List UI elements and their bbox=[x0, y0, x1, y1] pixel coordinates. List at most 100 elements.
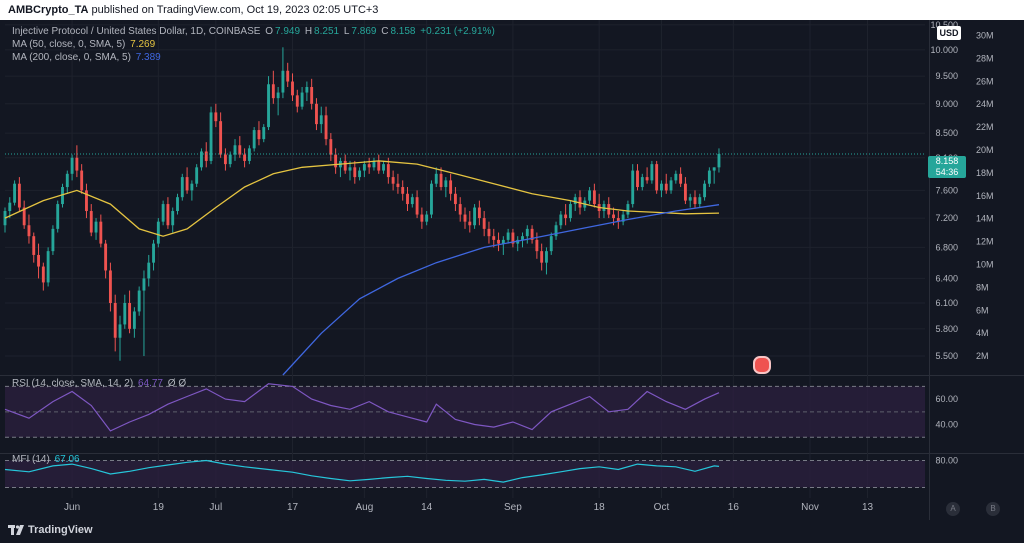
candle-body bbox=[545, 251, 548, 263]
candle-body bbox=[343, 160, 347, 171]
candle-body bbox=[564, 214, 568, 219]
candle-body bbox=[487, 228, 491, 237]
candle-body bbox=[396, 183, 400, 188]
candle-body bbox=[382, 164, 385, 171]
candle-body bbox=[616, 218, 620, 222]
candle-body bbox=[434, 173, 438, 184]
ma200-legend[interactable]: MA (200, close, 0, SMA, 5) 7.389 bbox=[12, 52, 163, 63]
author-name[interactable]: AMBCrypto_TA bbox=[8, 4, 89, 16]
candle-body bbox=[458, 204, 462, 215]
candle-body bbox=[247, 148, 251, 161]
candle-body bbox=[430, 183, 433, 215]
chart-area[interactable]: Jun 19 Jul 17 Aug 14 Sep 18 Oct 16 Nov 13 5.500 5.800… bbox=[0, 20, 1024, 520]
time-axis-label: 18 bbox=[594, 502, 606, 513]
us-flag-icon[interactable] bbox=[753, 356, 771, 374]
volume-axis-label: 16M bbox=[976, 191, 994, 201]
tradingview-logo[interactable]: TradingView bbox=[8, 524, 93, 536]
time-axis-label: 17 bbox=[287, 502, 299, 513]
candle-body bbox=[17, 183, 21, 208]
candle-body bbox=[334, 154, 338, 168]
candle-body bbox=[291, 81, 294, 96]
ohlc-open-label: O bbox=[265, 26, 273, 37]
candle-body bbox=[698, 197, 702, 205]
candle-body bbox=[171, 211, 175, 226]
volume-axis-label: 26M bbox=[976, 76, 994, 86]
price-axis-label: 9.000 bbox=[935, 99, 958, 109]
time-axis-label: 13 bbox=[862, 502, 874, 513]
time-axis-label: 14 bbox=[421, 502, 433, 513]
candle-body bbox=[573, 197, 577, 205]
candle-body bbox=[243, 154, 247, 161]
rsi-legend[interactable]: RSI (14, close, SMA, 14, 2) 64.77 Ø Ø bbox=[12, 378, 188, 389]
candle-body bbox=[214, 112, 218, 122]
candle-body bbox=[468, 221, 472, 226]
candle-body bbox=[271, 84, 275, 99]
time-axis-label: 19 bbox=[153, 502, 165, 513]
publish-header: AMBCrypto_TA published on TradingView.co… bbox=[0, 0, 1024, 20]
candle-body bbox=[142, 278, 146, 291]
candle-body bbox=[286, 70, 290, 82]
candle-body bbox=[161, 204, 165, 222]
currency-button[interactable]: USD bbox=[937, 26, 961, 40]
auto-scale-button[interactable]: A bbox=[946, 502, 960, 516]
mfi-band bbox=[5, 460, 925, 488]
rsi-axis-label: 60.00 bbox=[935, 394, 958, 404]
candle-body bbox=[204, 151, 208, 161]
candle-body bbox=[75, 157, 79, 171]
volume-axis-label: 6M bbox=[976, 305, 989, 315]
candle-body bbox=[70, 157, 74, 174]
rsi-value: 64.77 bbox=[137, 378, 163, 389]
candle-body bbox=[362, 164, 366, 171]
candle-body bbox=[113, 303, 117, 338]
candle-body bbox=[669, 180, 673, 191]
candle-body bbox=[535, 239, 539, 252]
candle-body bbox=[679, 173, 683, 184]
candle-body bbox=[664, 183, 668, 191]
candle-body bbox=[281, 70, 285, 93]
time-axis-label: Jun bbox=[64, 502, 80, 513]
volume-axis-label: 10M bbox=[976, 259, 994, 269]
ohlc-low: 7.869 bbox=[351, 26, 377, 37]
volume-axis-label: 22M bbox=[976, 122, 994, 132]
candle-body bbox=[89, 211, 93, 233]
ma50-value: 7.269 bbox=[130, 39, 156, 50]
candle-body bbox=[65, 173, 69, 188]
log-scale-button[interactable]: B bbox=[986, 502, 1000, 516]
price-chart[interactable]: Jun 19 Jul 17 Aug 14 Sep 18 Oct 16 Nov 13 5.500 5.800… bbox=[0, 20, 1024, 520]
mfi-legend[interactable]: MFI (14) 67.06 bbox=[12, 454, 82, 465]
ohlc-low-label: L bbox=[343, 26, 350, 37]
candle-body bbox=[104, 243, 108, 271]
candle-body bbox=[449, 180, 453, 194]
candle-body bbox=[80, 170, 84, 191]
candle-body bbox=[683, 183, 687, 201]
price-axis-label: 8.500 bbox=[935, 128, 958, 138]
candle-body bbox=[252, 130, 256, 149]
published-text: published on TradingView.com, Oct 19, 20… bbox=[91, 4, 379, 16]
time-axis-label: Oct bbox=[654, 502, 670, 513]
candle-body bbox=[329, 139, 333, 155]
ma50-legend[interactable]: MA (50, close, 0, SMA, 5) 7.269 bbox=[12, 39, 157, 50]
candle-body bbox=[501, 239, 505, 244]
pane-separator bbox=[0, 375, 1024, 376]
candle-body bbox=[13, 183, 17, 203]
candle-body bbox=[477, 207, 481, 219]
symbol-legend[interactable]: Injective Protocol / United States Dolla… bbox=[12, 26, 497, 37]
candle-body bbox=[588, 190, 592, 201]
price-axis-label: 10.500 bbox=[930, 20, 958, 30]
candle-body bbox=[152, 243, 155, 263]
candle-body bbox=[425, 214, 429, 222]
candle-body bbox=[223, 154, 227, 165]
chart-footer: TradingView A B bbox=[0, 502, 1024, 543]
volume-axis-label: 8M bbox=[976, 282, 989, 292]
candle-body bbox=[137, 290, 141, 312]
candle-body bbox=[540, 251, 544, 263]
ohlc-close: 8.158 bbox=[390, 26, 416, 37]
mfi-label: MFI (14) bbox=[12, 454, 50, 465]
candle-body bbox=[367, 164, 371, 168]
volume-axis-label: 4M bbox=[976, 328, 989, 338]
price-axis-label: 9.500 bbox=[935, 71, 958, 81]
candle-body bbox=[132, 311, 136, 329]
mfi-value: 67.06 bbox=[54, 454, 80, 465]
candle-body bbox=[228, 154, 232, 165]
